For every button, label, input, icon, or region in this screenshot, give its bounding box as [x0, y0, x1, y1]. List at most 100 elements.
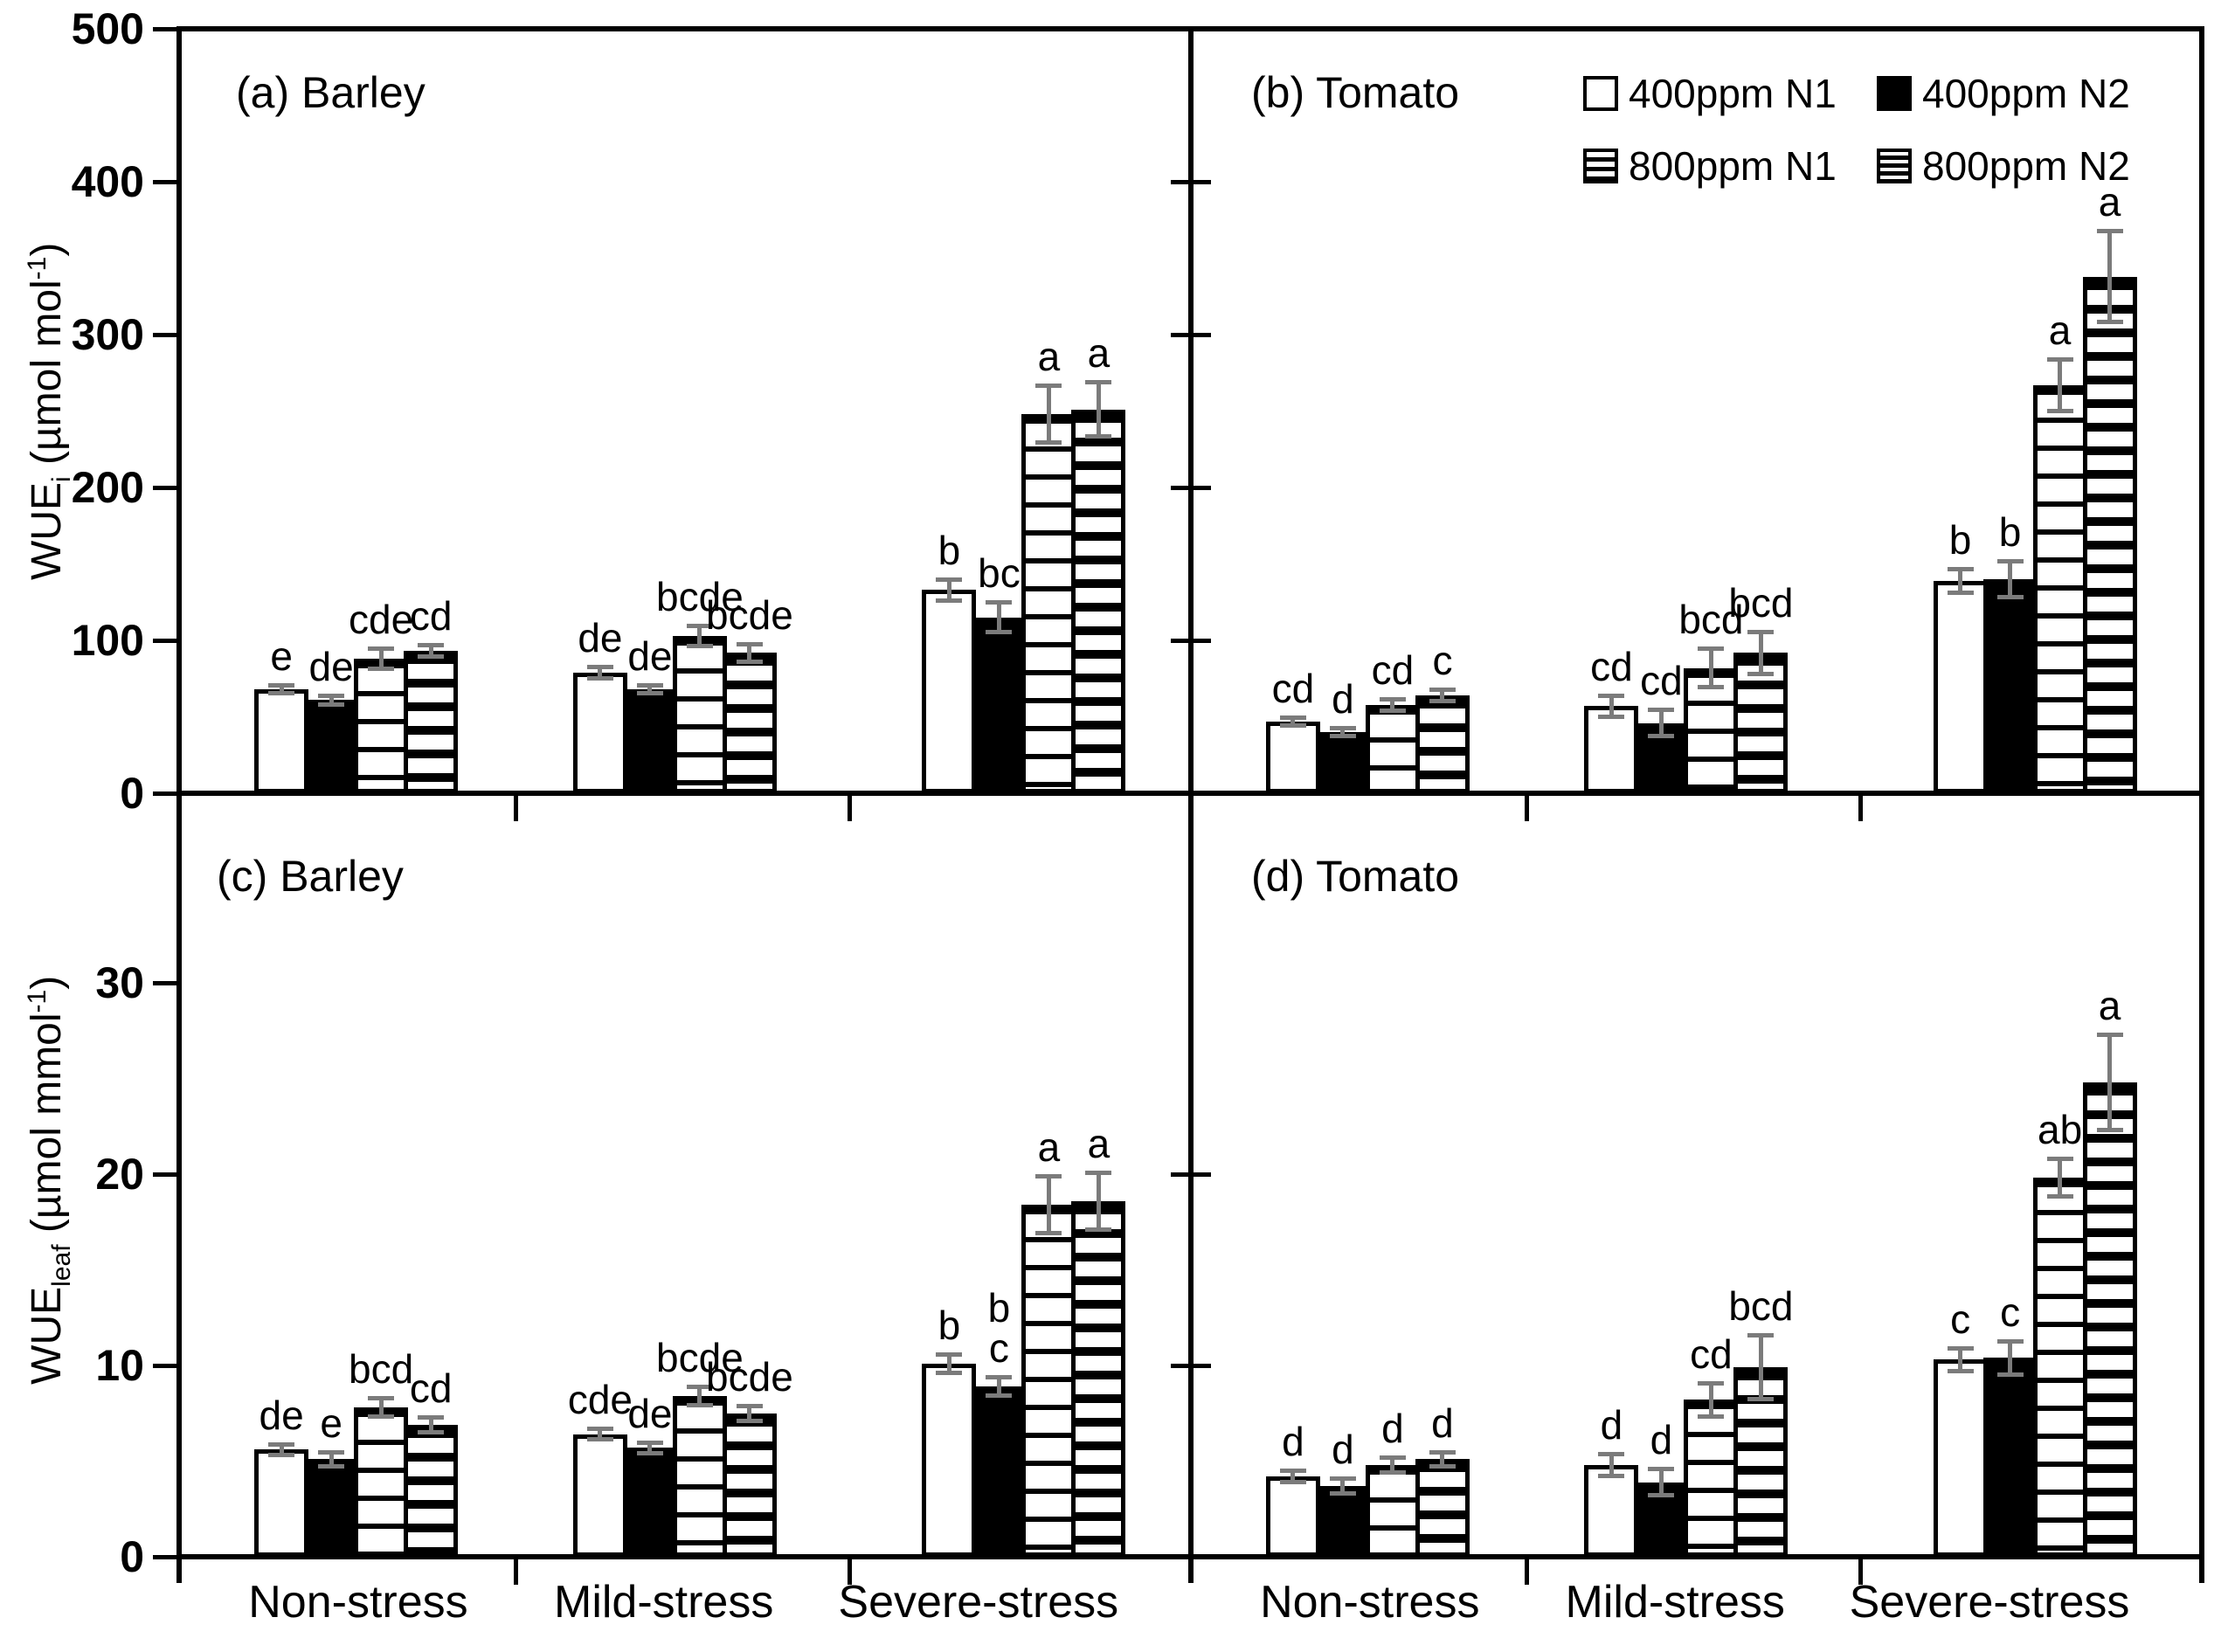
error-bar-cap-top-a-1-1	[636, 682, 663, 688]
error-bar-cap-top-d-0-1	[1329, 1476, 1356, 1482]
error-bar-cap-top-d-1-1	[1648, 1467, 1675, 1472]
bar-a-1-0	[572, 672, 627, 793]
error-bar-cap-bottom-a-2-1	[986, 630, 1013, 635]
error-bar-cap-top-b-1-0	[1598, 694, 1625, 698]
significance-letter-a-1-2: bcde	[656, 573, 744, 619]
significance-letter-d-1-3: bcd	[1728, 1282, 1794, 1329]
y-tick-label-c-20: 20	[95, 1150, 144, 1199]
y-tick-c-10	[153, 1363, 179, 1368]
significance-letter-a-1-0: de	[578, 614, 623, 660]
x-tick-a-0	[513, 793, 518, 821]
error-bar-stem-d-2-2	[2058, 1158, 2063, 1198]
error-bar-stem-b-1-3	[1758, 631, 1763, 674]
error-bar-cap-top-a-2-3	[1085, 380, 1112, 385]
significance-letter-b-1-0: cd	[1590, 644, 1633, 689]
error-bar-stem-c-1-0	[598, 1428, 603, 1441]
error-bar-cap-top-c-0-1	[318, 1449, 345, 1455]
error-bar-stem-a-0-2	[378, 647, 384, 670]
x-tick-c-0	[513, 1557, 518, 1585]
bar-c-0-1	[304, 1459, 359, 1557]
significance-letter-a-0-1: de	[308, 644, 354, 689]
error-bar-cap-bottom-c-0-2	[368, 1414, 395, 1420]
error-bar-stem-b-1-0	[1609, 695, 1614, 717]
significance-letter-a-0-0: e	[270, 632, 293, 679]
y-tick-a-400	[153, 179, 179, 184]
error-bar-cap-bottom-c-0-1	[318, 1464, 345, 1469]
error-bar-cap-bottom-c-1-2	[686, 1402, 713, 1407]
error-bar-cap-top-a-1-0	[586, 664, 613, 669]
x-tick-a-1	[847, 793, 852, 821]
error-bar-cap-bottom-b-2-2	[2046, 408, 2073, 413]
error-bar-stem-b-1-2	[1708, 647, 1713, 688]
y-tick-a-500	[153, 26, 179, 31]
error-bar-stem-c-1-2	[697, 1386, 702, 1406]
error-bar-cap-top-b-0-2	[1379, 696, 1406, 702]
bar-c-1-3	[722, 1413, 777, 1557]
error-bar-cap-bottom-c-2-3	[1085, 1227, 1112, 1232]
significance-letter-d-0-0: d	[1282, 1419, 1304, 1465]
error-bar-cap-bottom-b-0-1	[1329, 734, 1356, 739]
y-tick-a-300	[153, 332, 179, 337]
error-bar-cap-bottom-d-0-1	[1329, 1490, 1356, 1496]
significance-letter-b-0-1: d	[1332, 675, 1354, 722]
panel-title-a: (a) Barley	[236, 68, 426, 117]
error-bar-cap-bottom-d-2-0	[1947, 1368, 1974, 1373]
x-category-label-d-0: Non-stress	[1260, 1577, 1480, 1628]
error-bar-cap-top-b-1-2	[1698, 646, 1725, 651]
error-bar-cap-bottom-c-1-3	[736, 1418, 763, 1423]
error-bar-stem-d-0-0	[1290, 1470, 1296, 1483]
significance-letter-b-1-1: cd	[1640, 657, 1683, 703]
significance-letter-c-2-0: b	[938, 1302, 961, 1348]
error-bar-cap-bottom-a-2-0	[936, 598, 963, 603]
error-bar-cap-top-d-2-3	[2096, 1033, 2123, 1038]
y-tick-center-b-300	[1171, 332, 1211, 337]
legend-label-800ppm-n1: 800ppm N1	[1629, 143, 1837, 189]
error-bar-cap-top-b-2-2	[2046, 357, 2073, 362]
error-bar-cap-top-c-0-0	[268, 1441, 295, 1447]
bar-c-1-0	[572, 1434, 627, 1557]
error-bar-cap-bottom-c-0-0	[268, 1452, 295, 1457]
significance-letter-a-2-0: b	[938, 528, 961, 573]
bar-d-0-2	[1365, 1464, 1420, 1557]
bar-a-2-1	[972, 617, 1027, 793]
error-bar-cap-bottom-a-1-3	[736, 659, 763, 664]
error-bar-cap-bottom-a-1-2	[686, 644, 713, 648]
bar-c-2-0	[922, 1363, 977, 1557]
error-bar-stem-b-2-0	[1958, 568, 1963, 593]
bar-a-1-1	[622, 689, 677, 793]
error-bar-stem-d-1-2	[1708, 1382, 1713, 1418]
error-bar-cap-top-b-1-3	[1747, 629, 1775, 634]
error-bar-stem-b-0-3	[1440, 689, 1445, 702]
error-bar-stem-c-1-3	[747, 1405, 752, 1421]
y-tick-a-200	[153, 485, 179, 490]
bar-b-0-3	[1415, 695, 1470, 793]
error-bar-cap-bottom-a-2-2	[1035, 440, 1062, 446]
bar-d-2-1	[1982, 1358, 2038, 1557]
error-bar-cap-bottom-a-0-2	[368, 667, 395, 672]
significance-letter-a-2-3: a	[1087, 330, 1111, 377]
significance-letter-c-0-1: e	[320, 1400, 343, 1446]
error-bar-cap-top-c-1-1	[636, 1440, 663, 1445]
y-tick-label-c-0: 0	[120, 1532, 144, 1581]
error-bar-stem-a-2-1	[996, 602, 1001, 633]
bar-a-0-3	[404, 651, 459, 793]
error-bar-stem-a-1-0	[598, 666, 603, 679]
significance-letter-b-0-0: cd	[1271, 665, 1315, 711]
error-bar-cap-top-d-2-1	[1996, 1338, 2024, 1344]
significance-letter-b-1-2: bcd	[1678, 596, 1744, 642]
y-tick-center-d-10	[1171, 1363, 1211, 1368]
error-bar-stem-b-0-0	[1290, 716, 1296, 726]
significance-letter-c-1-2: bcde	[656, 1335, 744, 1381]
error-bar-stem-a-2-2	[1046, 384, 1051, 444]
error-bar-cap-bottom-d-0-2	[1379, 1469, 1406, 1475]
right-border	[2199, 26, 2204, 1583]
significance-letter-d-2-3: a	[2098, 983, 2121, 1029]
error-bar-cap-top-d-0-3	[1429, 1449, 1456, 1455]
bar-a-2-0	[922, 590, 977, 793]
y-axis-title-bottom-unit: (µmol mmol	[24, 1013, 71, 1245]
y-tick-label-a-300: 300	[71, 310, 144, 359]
error-bar-stem-a-0-1	[329, 695, 334, 705]
bar-a-1-3	[722, 653, 777, 793]
significance-letter-c-1-3: bcde	[706, 1354, 793, 1400]
error-bar-stem-d-1-3	[1758, 1334, 1763, 1400]
